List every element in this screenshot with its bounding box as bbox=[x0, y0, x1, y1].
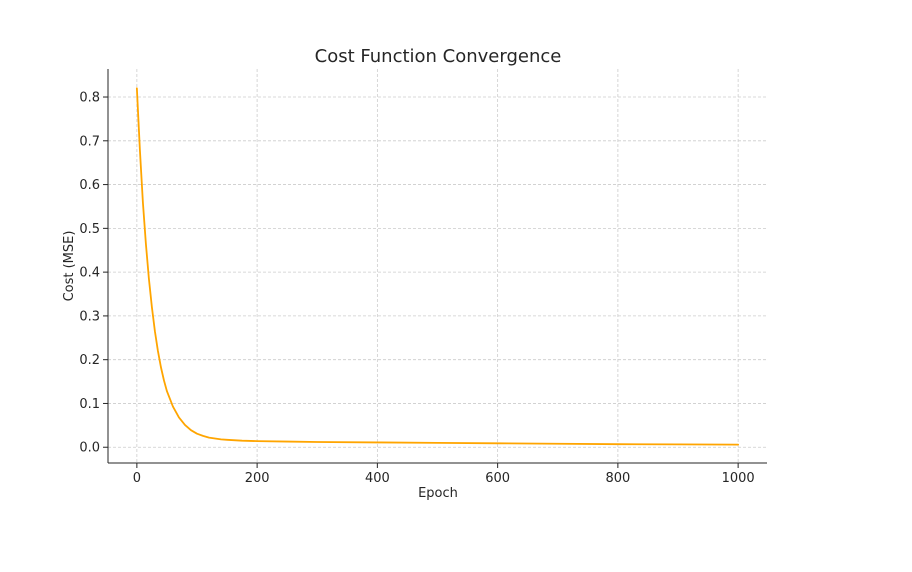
y-tick-label: 0.3 bbox=[79, 309, 100, 324]
y-tick-label: 0.5 bbox=[79, 222, 100, 237]
x-axis-ticks: 0 200 400 600 800 1000 bbox=[133, 463, 755, 486]
plot-area bbox=[135, 87, 740, 446]
y-tick-label: 0.6 bbox=[79, 178, 100, 193]
x-axis-label: Epoch bbox=[418, 486, 458, 501]
series-line bbox=[135, 87, 740, 446]
x-tick-label: 1000 bbox=[722, 471, 755, 486]
y-tick-label: 0.0 bbox=[79, 441, 100, 456]
x-tick-label: 800 bbox=[605, 471, 630, 486]
axes bbox=[107, 69, 767, 464]
y-tick-label: 0.1 bbox=[79, 397, 100, 412]
y-axis-ticks: 0.0 0.1 0.2 0.3 0.4 0.5 0.6 0.7 0.8 bbox=[79, 91, 108, 456]
x-tick-label: 600 bbox=[485, 471, 510, 486]
y-tick-label: 0.2 bbox=[79, 353, 100, 368]
x-tick-label: 0 bbox=[133, 471, 141, 486]
x-tick-label: 200 bbox=[245, 471, 270, 486]
y-tick-label: 0.8 bbox=[79, 91, 100, 106]
y-tick-label: 0.7 bbox=[79, 134, 100, 149]
x-tick-label: 400 bbox=[365, 471, 390, 486]
y-tick-label: 0.4 bbox=[79, 266, 100, 281]
y-axis-label: Cost (MSE) bbox=[62, 231, 77, 302]
chart-title: Cost Function Convergence bbox=[315, 46, 562, 67]
grid bbox=[108, 69, 767, 463]
